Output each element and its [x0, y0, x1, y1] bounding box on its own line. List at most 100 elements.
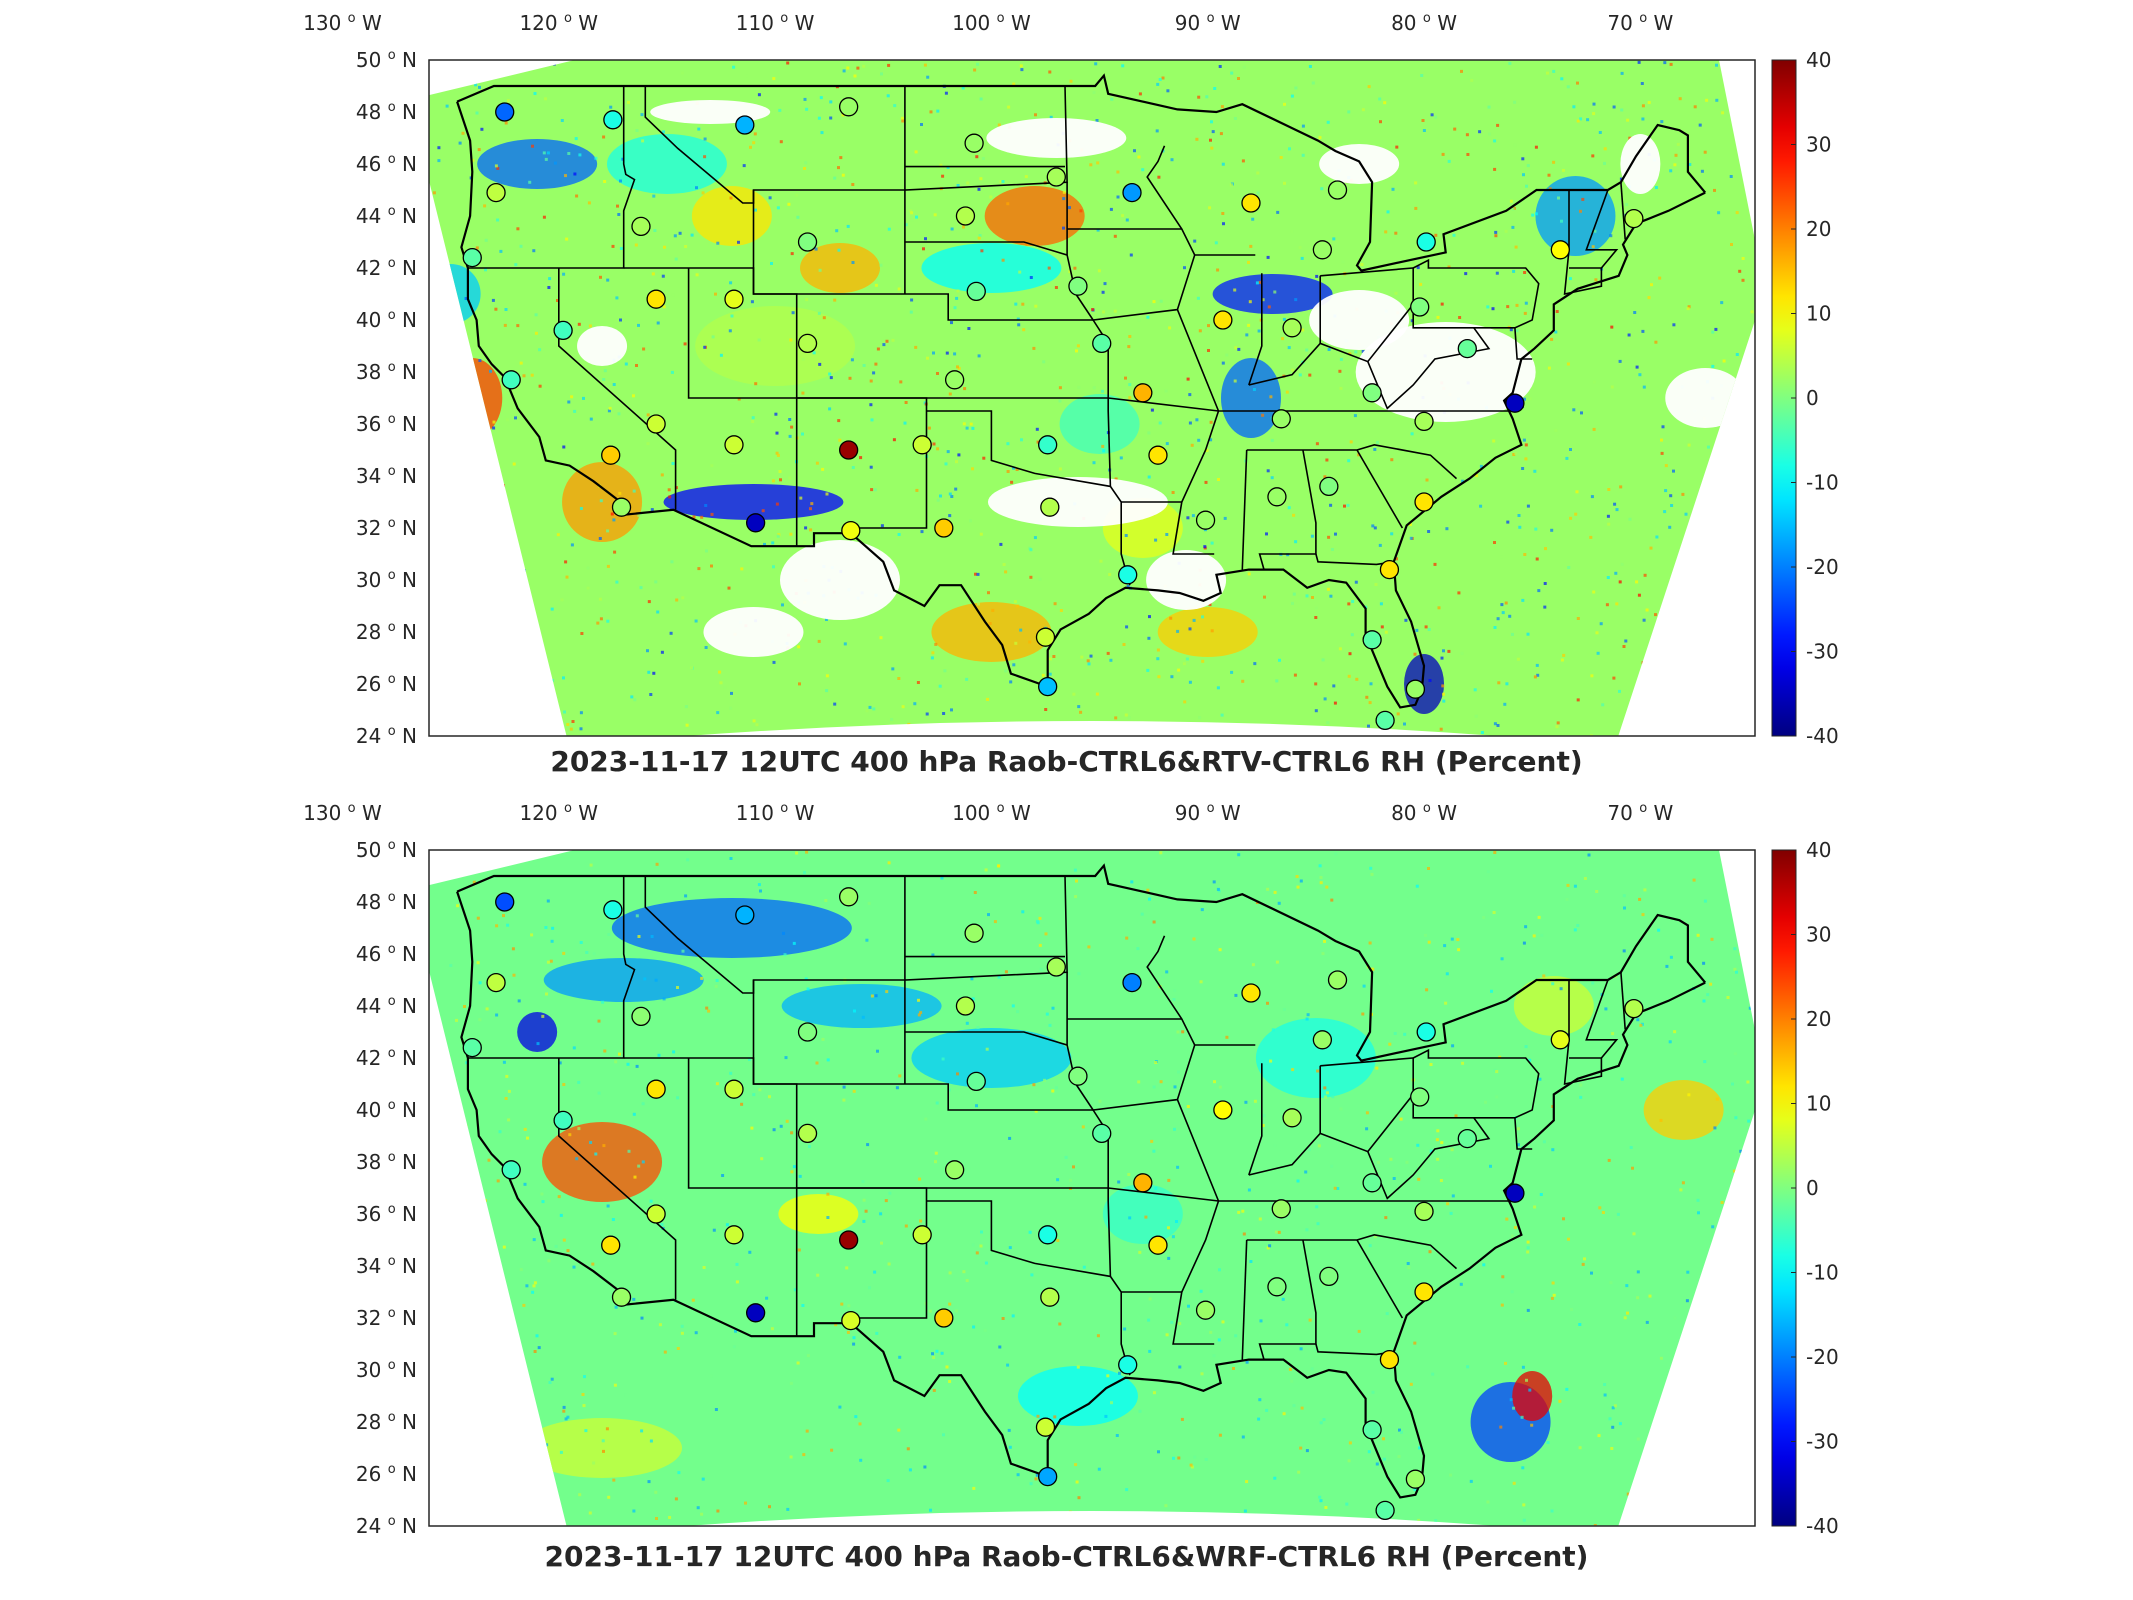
state-boundary	[904, 972, 1068, 1047]
raob-station-marker	[1327, 180, 1348, 200]
coastline	[621, 508, 1049, 688]
lat-tick-label: 32 o N	[356, 1306, 417, 1330]
raob-station-marker	[955, 206, 976, 226]
lat-tick-label: 46 o N	[356, 152, 417, 176]
raob-station-marker	[486, 972, 506, 993]
raob-station-marker	[1148, 1235, 1168, 1255]
raob-station-marker	[1133, 383, 1153, 403]
lon-tick-label: 110 o W	[736, 801, 815, 825]
state-boundary	[557, 1058, 677, 1300]
raob-station-marker	[603, 110, 623, 130]
raob-station-marker	[611, 497, 632, 517]
raob-station-marker	[1213, 1100, 1233, 1120]
state-boundary	[1248, 275, 1321, 386]
lon-tick-label: 130 o W	[303, 11, 382, 35]
raob-station-marker	[944, 370, 965, 390]
lon-tick-label: 90 o W	[1175, 801, 1241, 825]
colorbar-tick-label: -10	[1806, 471, 1839, 495]
lon-tick-label: 120 o W	[519, 11, 598, 35]
lon-tick-label: 70 o W	[1607, 11, 1673, 35]
raob-station-marker	[1038, 676, 1058, 697]
map-title-top: 2023-11-17 12UTC 400 hPa Raob-CTRL6&RTV-…	[550, 745, 1583, 778]
lat-tick-label: 42 o N	[356, 1046, 417, 1070]
raob-station-marker	[1405, 679, 1426, 699]
coastline	[456, 863, 1707, 1062]
state-boundary	[751, 979, 906, 1338]
lat-tick-label: 24 o N	[356, 724, 417, 748]
lat-tick-label: 30 o N	[356, 1358, 417, 1382]
raob-station-marker	[631, 216, 651, 237]
raob-station-marker	[1414, 492, 1434, 512]
raob-station-marker	[1271, 409, 1291, 429]
raob-station-marker	[1046, 167, 1066, 187]
raob-station-marker	[1267, 1277, 1287, 1297]
raob-station-marker	[1092, 333, 1112, 354]
state-boundary	[1241, 449, 1248, 570]
lon-tick-label: 110 o W	[736, 11, 815, 35]
lat-tick-label: 50 o N	[356, 48, 417, 72]
state-boundary	[904, 875, 1068, 981]
raob-stations	[462, 887, 1644, 1521]
raob-station-marker	[724, 1079, 744, 1099]
colorbar-tick-label: 0	[1806, 386, 1819, 410]
raob-station-marker	[501, 370, 521, 390]
raob-station-marker	[838, 97, 859, 117]
state-boundary	[467, 876, 636, 1059]
raob-station-marker	[1405, 1469, 1426, 1489]
raob-station-marker	[838, 440, 859, 460]
plot-frame	[428, 849, 1756, 1527]
state-boundary	[1248, 1065, 1321, 1176]
raob-station-marker	[1362, 1173, 1382, 1193]
raob-station-marker	[601, 1235, 621, 1255]
raob-station-marker	[1118, 565, 1138, 585]
state-boundary	[557, 268, 677, 510]
state-boundary	[687, 1058, 1515, 1202]
raob-station-marker	[1416, 232, 1436, 252]
state-boundary	[796, 1187, 928, 1319]
raob-station-marker	[964, 923, 984, 943]
state-boundary	[687, 268, 1515, 412]
lon-tick-label: 120 o W	[519, 801, 598, 825]
raob-station-marker	[1319, 476, 1339, 497]
raob-station-marker	[646, 1079, 666, 1099]
lat-tick-label: 24 o N	[356, 1514, 417, 1538]
colorbar-tick-label: 40	[1806, 838, 1831, 862]
raob-station-marker	[646, 414, 666, 434]
raob-station-marker	[966, 1071, 986, 1092]
raob-station-marker	[1046, 957, 1066, 977]
raob-station-marker	[745, 1303, 766, 1323]
raob-station-marker	[1195, 1300, 1216, 1320]
raob-station-marker	[1457, 338, 1477, 359]
raob-station-marker	[1122, 972, 1142, 993]
colorbar-tick-label: -40	[1806, 1514, 1839, 1538]
state-boundary	[1620, 182, 1626, 240]
colorbar-tick-label: -30	[1806, 640, 1839, 664]
state-boundary	[1248, 273, 1263, 386]
raob-station-marker	[1035, 1417, 1056, 1437]
state-boundary	[1514, 327, 1533, 360]
panel-rtv-ctrl6: 130 o W 120 o W 110 o W 100 o W 90 o W 80 o W…	[303, 11, 1839, 748]
colorbar-tick-label: 20	[1806, 1007, 1831, 1031]
state-boundary	[1514, 1117, 1533, 1150]
state-boundary	[926, 410, 1131, 586]
plot-frame	[428, 59, 1756, 737]
state-boundary	[1585, 189, 1619, 269]
raob-station-marker	[1362, 1420, 1382, 1440]
raob-station-marker	[1375, 1500, 1395, 1521]
raob-station-marker	[724, 1225, 744, 1245]
lat-tick-label: 42 o N	[356, 256, 417, 280]
state-boundary	[1107, 398, 1112, 487]
lat-tick-label: 36 o N	[356, 412, 417, 436]
raob-station-marker	[1550, 1030, 1570, 1050]
map-svg: 130 o W 120 o W 110 o W 100 o W 90 o W 80 o W…	[303, 801, 1839, 1538]
raob-station-marker	[1410, 1087, 1430, 1107]
raob-station-marker	[603, 900, 623, 920]
lat-tick-label: 48 o N	[356, 890, 417, 914]
raob-station-marker	[1038, 1225, 1058, 1245]
raob-station-marker	[838, 887, 859, 907]
raob-station-marker	[1282, 1108, 1302, 1128]
raob-station-marker	[553, 320, 573, 341]
raob-station-marker	[1327, 970, 1348, 990]
lat-tick-label: 40 o N	[356, 308, 417, 332]
raob-station-marker	[1410, 297, 1430, 317]
